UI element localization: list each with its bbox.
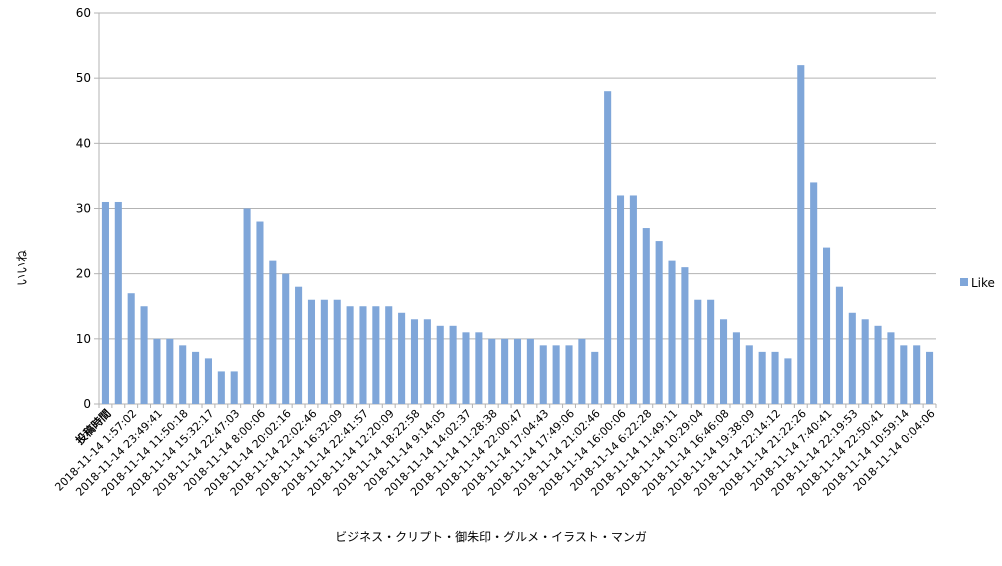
bar bbox=[668, 260, 676, 404]
bar bbox=[423, 319, 431, 404]
bar bbox=[913, 345, 921, 404]
bar bbox=[127, 293, 135, 404]
bar bbox=[926, 351, 934, 404]
bar bbox=[694, 299, 702, 404]
bar bbox=[565, 345, 573, 404]
bar bbox=[307, 299, 316, 404]
bar bbox=[269, 260, 277, 404]
bar bbox=[707, 299, 715, 404]
bar bbox=[282, 273, 290, 404]
bar bbox=[526, 338, 534, 404]
bar bbox=[488, 338, 496, 404]
bar bbox=[848, 312, 856, 404]
bar bbox=[732, 332, 740, 404]
bar bbox=[359, 306, 367, 404]
bar bbox=[140, 306, 148, 404]
y-tick-labels: 0 10 20 30 40 50 60 bbox=[76, 6, 91, 411]
bar bbox=[256, 221, 264, 404]
bar bbox=[771, 351, 779, 404]
y-tick-label: 20 bbox=[76, 267, 91, 281]
bar bbox=[797, 65, 805, 404]
legend: Like bbox=[960, 276, 995, 290]
x-axis-label: ビジネス・クリプト・御朱印・グルメ・イラスト・マンガ bbox=[335, 529, 647, 544]
bar bbox=[719, 319, 728, 404]
y-tick-label: 10 bbox=[76, 332, 91, 346]
bar bbox=[114, 201, 122, 404]
bar bbox=[385, 306, 393, 404]
bar bbox=[449, 325, 457, 404]
bar bbox=[475, 332, 483, 404]
bar bbox=[745, 345, 753, 404]
y-tick-label: 40 bbox=[76, 136, 91, 150]
bar bbox=[166, 338, 174, 404]
bar bbox=[333, 299, 341, 404]
bar bbox=[372, 306, 380, 404]
bar bbox=[810, 182, 818, 404]
bar bbox=[874, 325, 882, 404]
bar bbox=[616, 195, 625, 404]
bar bbox=[784, 358, 792, 404]
bar bbox=[900, 345, 908, 404]
bar bbox=[823, 247, 831, 404]
bar bbox=[887, 332, 895, 404]
bar bbox=[153, 338, 161, 404]
bar bbox=[101, 201, 109, 404]
bar bbox=[604, 91, 612, 404]
y-tick-label: 50 bbox=[76, 71, 91, 85]
bar bbox=[217, 371, 225, 404]
bar bbox=[462, 332, 470, 404]
gridlines bbox=[94, 12, 936, 405]
bar bbox=[681, 267, 689, 404]
bar bbox=[230, 371, 238, 404]
bar bbox=[436, 325, 444, 404]
bar bbox=[179, 345, 187, 404]
y-tick-label: 60 bbox=[76, 6, 91, 20]
bar bbox=[204, 358, 212, 404]
bars bbox=[101, 65, 934, 404]
bar bbox=[501, 338, 509, 404]
y-tick-label: 30 bbox=[76, 202, 91, 216]
bar bbox=[655, 241, 663, 404]
bar bbox=[552, 345, 560, 404]
bar bbox=[861, 319, 869, 404]
bar bbox=[346, 306, 354, 404]
bar bbox=[578, 338, 586, 404]
y-tick-label: 0 bbox=[83, 397, 91, 411]
bar bbox=[835, 286, 843, 404]
bar bbox=[410, 319, 419, 404]
bar bbox=[320, 299, 328, 404]
bar bbox=[243, 208, 251, 404]
bar bbox=[539, 345, 547, 404]
bar bbox=[642, 228, 650, 404]
bar bbox=[758, 351, 766, 404]
legend-label: Like bbox=[971, 276, 995, 290]
legend-swatch bbox=[960, 278, 968, 286]
bar bbox=[513, 338, 522, 404]
bar bbox=[295, 286, 303, 404]
y-axis-label: いいね bbox=[15, 250, 29, 286]
bar bbox=[398, 312, 406, 404]
bar bbox=[591, 351, 599, 404]
bar bbox=[192, 351, 200, 404]
bar bbox=[629, 195, 637, 404]
